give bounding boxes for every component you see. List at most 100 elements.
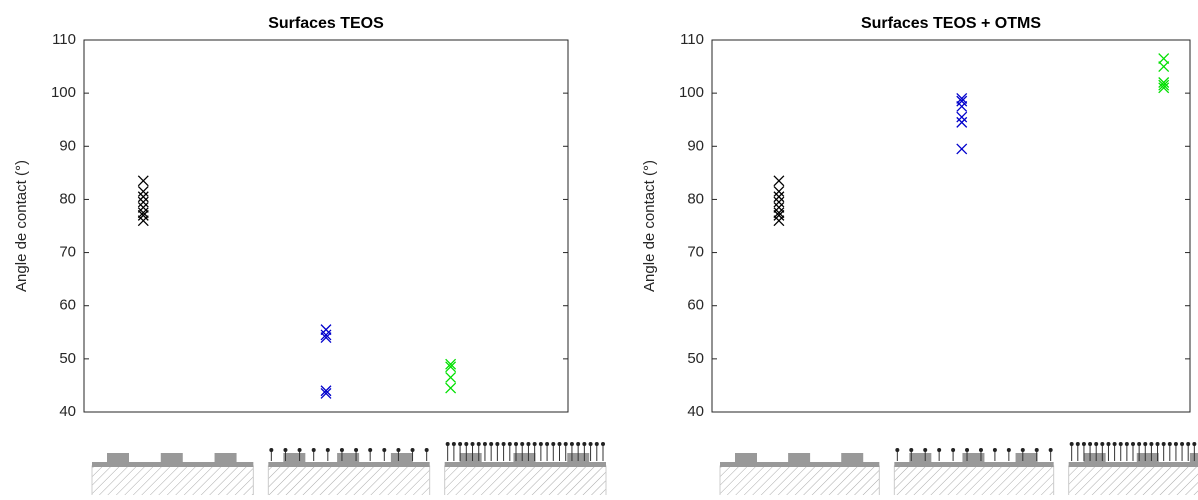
molecule-head (951, 448, 956, 452)
molecule-head (1034, 448, 1039, 452)
marker (320, 385, 332, 397)
molecule-head (532, 442, 537, 446)
molecule-head (470, 442, 475, 446)
y-tick-label: 60 (687, 297, 704, 314)
marker (956, 92, 968, 104)
marker (956, 143, 968, 155)
marker (1158, 82, 1170, 94)
molecule-head (895, 448, 900, 452)
marker (445, 361, 457, 373)
molecule-head (368, 448, 373, 452)
y-tick-label: 110 (680, 31, 704, 48)
chart-title: Surfaces TEOS (268, 15, 384, 32)
marker (1158, 61, 1170, 73)
y-tick-label: 70 (59, 244, 76, 261)
oxide-layer (268, 462, 430, 467)
marker (956, 100, 968, 112)
molecule-head (1020, 448, 1025, 452)
molecule-head (1137, 442, 1142, 446)
y-tick-label: 70 (687, 244, 704, 261)
molecule-head (563, 442, 568, 446)
y-tick-label: 90 (59, 137, 76, 154)
marker (320, 329, 332, 341)
oxide-bump (735, 453, 757, 463)
molecule-head (458, 442, 463, 446)
oxide-bump (962, 453, 985, 463)
molecule-head (1143, 442, 1148, 446)
axes-box (83, 39, 569, 413)
molecule-head (978, 448, 983, 452)
molecule-head (909, 448, 914, 452)
molecule-head (551, 442, 556, 446)
y-tick-label: 40 (687, 403, 704, 420)
marker (137, 191, 149, 203)
oxide-bump (107, 453, 129, 463)
molecule-head (451, 442, 456, 446)
marker (137, 185, 149, 197)
y-axis-label: Angle de contact (°) (641, 160, 658, 292)
marker (137, 215, 149, 227)
molecule-head (557, 442, 562, 446)
y-axis-label: Angle de contact (°) (13, 160, 30, 292)
oxide-bump (513, 453, 536, 463)
oxide-layer (444, 462, 606, 467)
marker (773, 196, 785, 208)
substrate (1068, 465, 1198, 497)
molecule-head (495, 442, 500, 446)
molecule-head (1075, 442, 1080, 446)
oxide-layer (894, 462, 1054, 467)
marker (773, 201, 785, 213)
y-tick-label: 110 (52, 31, 76, 48)
molecule-head (354, 448, 359, 452)
molecule-head (410, 448, 415, 452)
oxide-bump (1015, 453, 1038, 463)
substrate (444, 465, 607, 497)
molecule-head (507, 442, 512, 446)
marker (320, 387, 332, 399)
marker (773, 185, 785, 197)
molecule-head (1186, 442, 1191, 446)
molecule-head (601, 442, 605, 446)
y-tick-label: 40 (59, 403, 76, 420)
molecule-head (396, 448, 401, 452)
molecule-head (1131, 442, 1135, 446)
molecule-head (538, 442, 543, 446)
molecule-head (1155, 442, 1160, 446)
molecule-head (1161, 442, 1166, 446)
marker (1158, 77, 1170, 88)
molecule-head (1192, 442, 1197, 446)
molecule-head (283, 448, 288, 452)
molecule-head (1167, 442, 1172, 446)
y-tick-label: 50 (59, 350, 76, 367)
oxide-bump (390, 453, 413, 463)
molecule-head (1048, 448, 1053, 452)
molecule-head (545, 442, 550, 446)
marker (773, 207, 785, 219)
y-tick-label: 60 (59, 297, 76, 314)
oxide-bump (1083, 453, 1106, 463)
oxide-bump (909, 453, 932, 463)
marker (773, 209, 785, 221)
molecule-head (1106, 442, 1111, 446)
molecule-head (1180, 442, 1185, 446)
oxide-layer (720, 462, 880, 467)
substrate (893, 465, 1055, 497)
molecule-head (482, 442, 487, 446)
marker (137, 201, 149, 213)
molecule-head (382, 448, 387, 452)
marker (956, 95, 968, 107)
marker (320, 332, 332, 344)
oxide-bump (160, 453, 183, 463)
molecule-head (1006, 448, 1011, 452)
molecule-head (311, 448, 316, 452)
oxide-bump (214, 453, 237, 463)
substrate (719, 465, 880, 497)
substrate (91, 465, 254, 497)
marker (137, 207, 149, 219)
molecule-head (489, 442, 494, 446)
oxide-bump (337, 453, 360, 463)
chart-title: Surfaces TEOS + OTMS (861, 15, 1041, 32)
oxide-layer (92, 462, 254, 467)
molecule-head (937, 448, 942, 452)
